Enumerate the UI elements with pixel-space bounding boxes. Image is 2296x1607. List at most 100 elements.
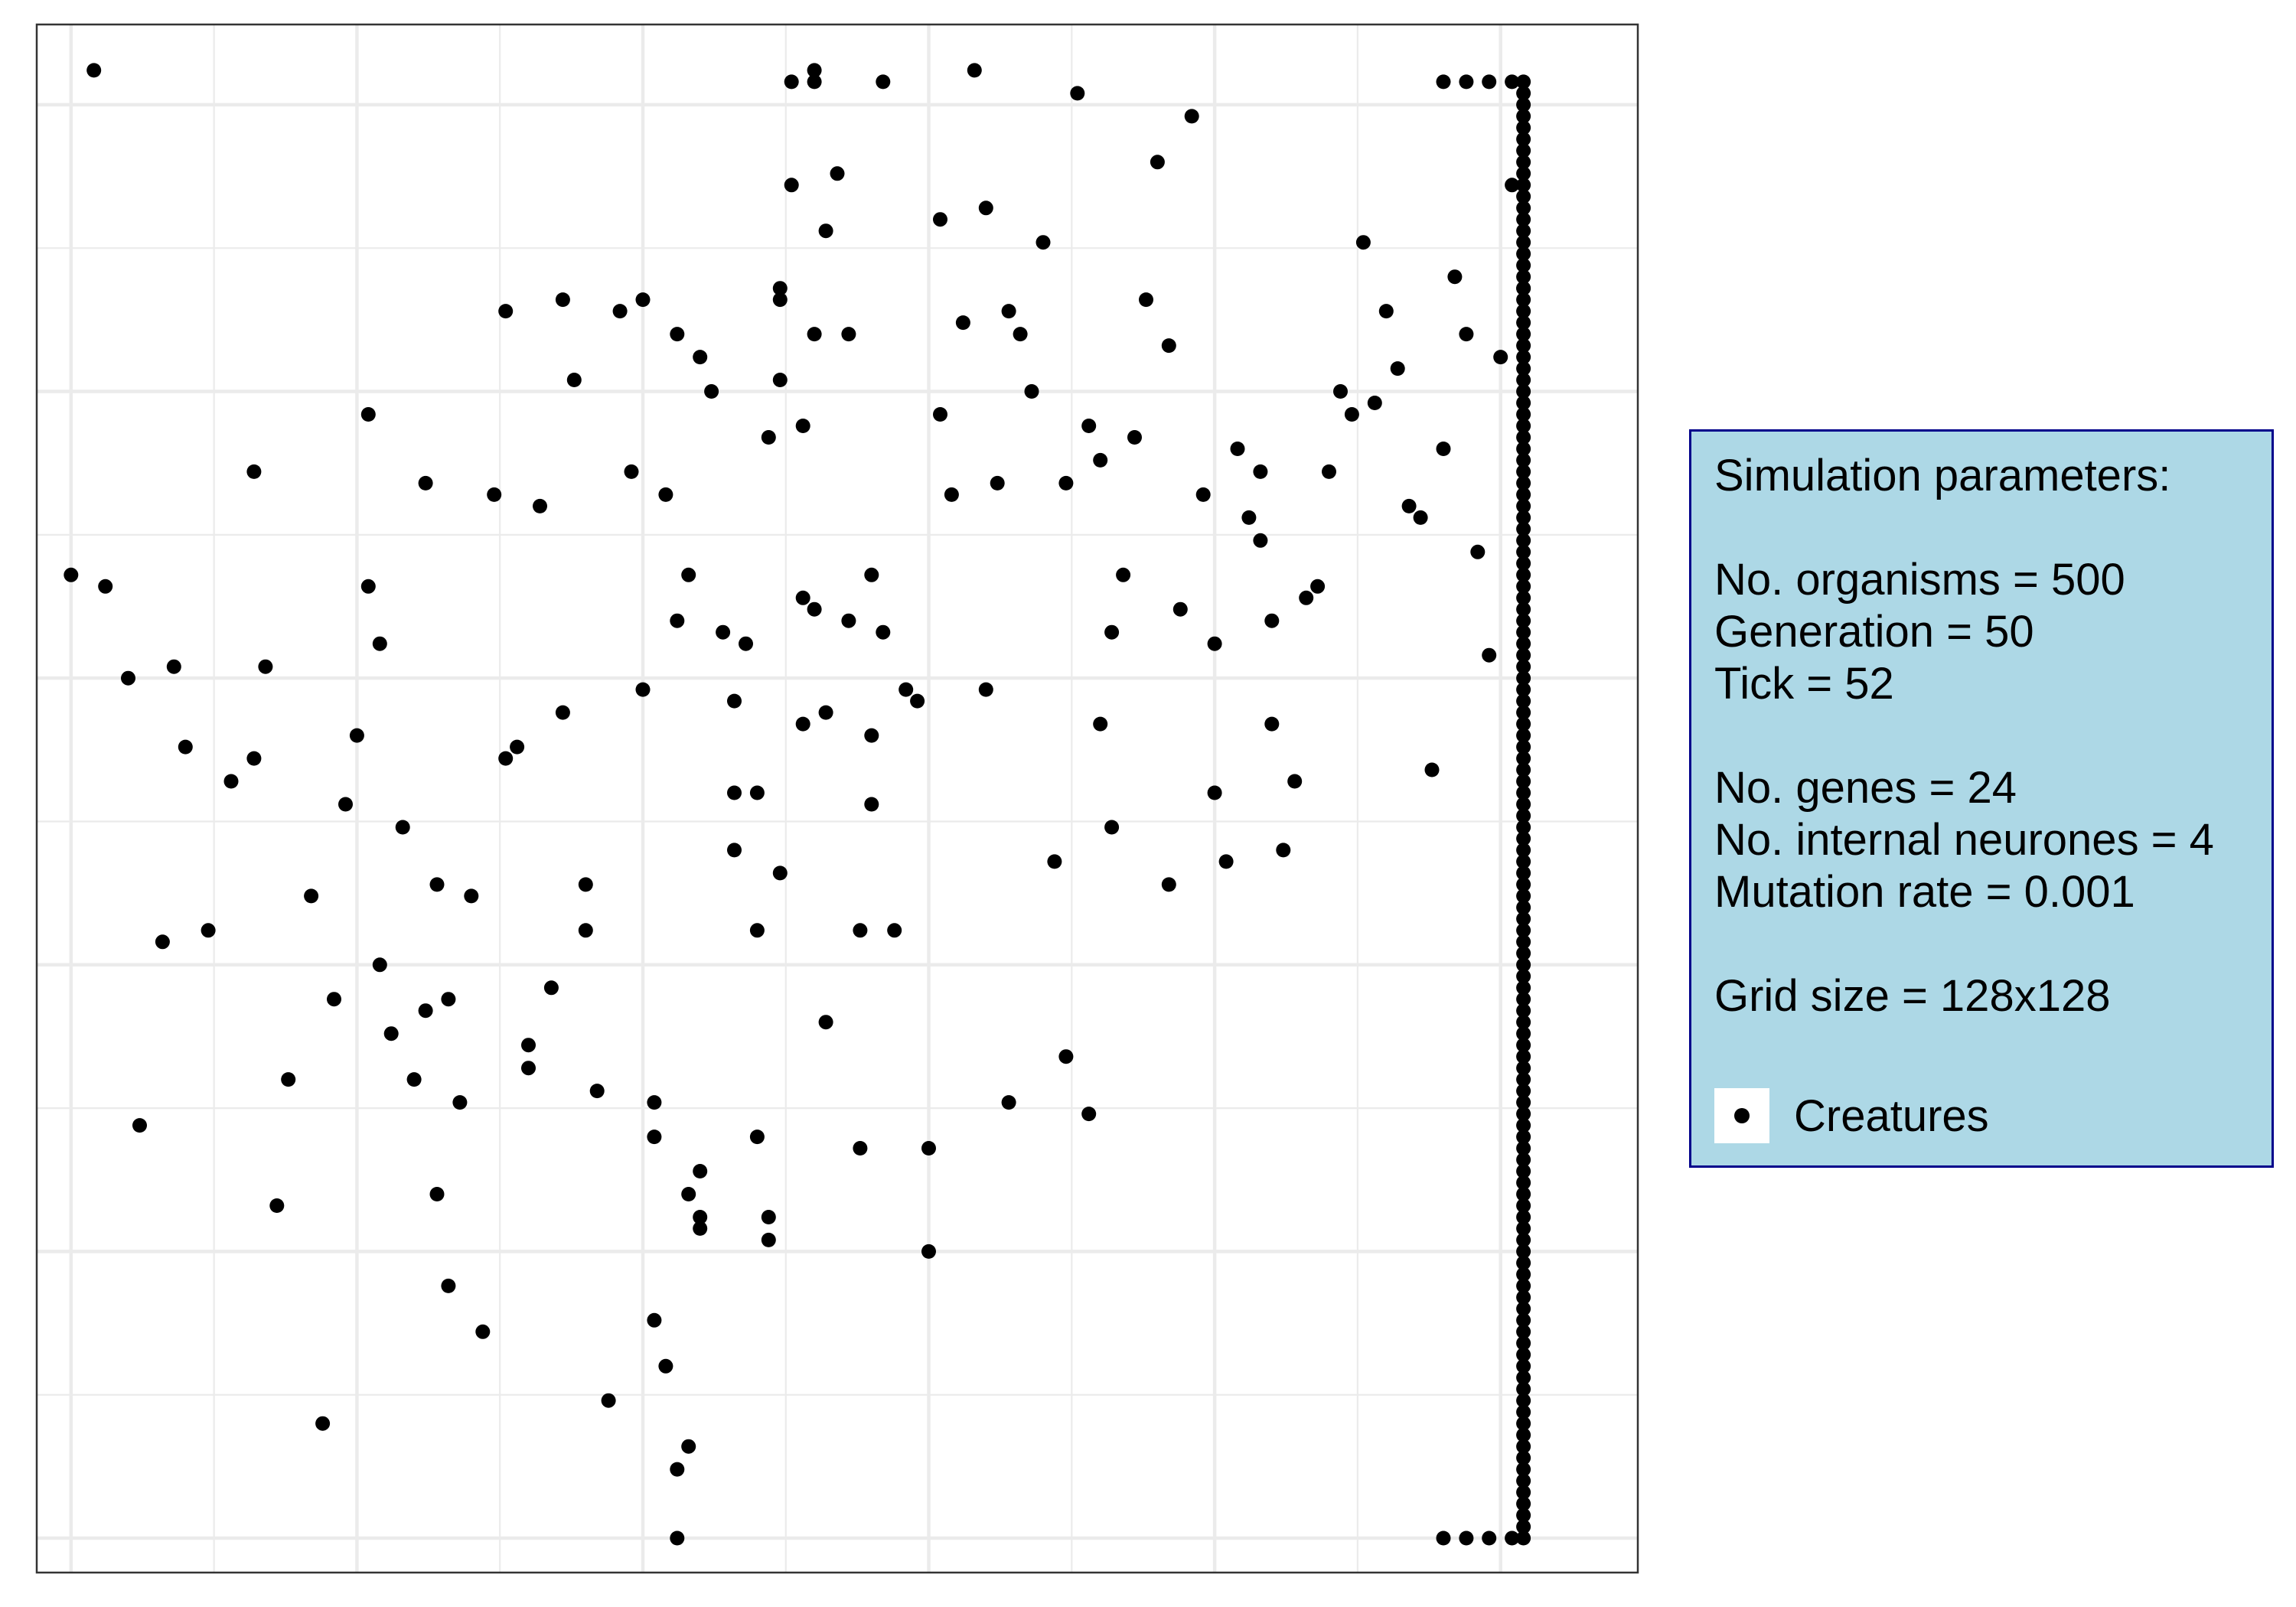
creature-point [1516,888,1531,904]
creature-point [1516,682,1531,697]
creature-point [1482,647,1497,663]
creature-point [1516,86,1531,101]
creature-point [921,1244,936,1259]
creature-point [1516,693,1531,709]
creature-point [693,1221,708,1236]
creature-point [944,487,959,502]
creature-point [1516,877,1531,892]
creature-point [1516,1026,1531,1041]
creature-point [1516,1255,1531,1270]
creature-point [166,659,181,674]
creature-point [360,407,376,422]
creature-point [818,1015,833,1030]
creature-point [1516,843,1531,858]
creature-point [841,613,856,628]
creature-point [487,487,502,502]
creature-point [1516,166,1531,181]
creature-point [1436,74,1451,90]
creature-point [372,957,387,973]
creature-point [1184,109,1199,124]
creature-point [269,1198,285,1213]
creature-point [1081,419,1097,433]
creature-point [841,327,856,342]
creature-point [1459,327,1474,342]
creature-point [899,682,914,697]
creature-point [1516,544,1531,559]
creature-point [1516,452,1531,468]
creature-point [1378,304,1394,319]
creature-point [521,1061,536,1076]
creature-point [1482,74,1497,90]
creature-point [1516,716,1531,732]
creature-point [1516,396,1531,410]
creature-point [1459,1530,1474,1546]
creature-point [555,705,570,720]
creature-point [132,1118,147,1133]
creature-point [1139,292,1153,308]
creature-point [452,1095,468,1110]
creature-point [406,1072,422,1087]
creature-point [441,992,456,1007]
creature-point [441,1278,456,1293]
creature-point [681,1439,696,1454]
creature-point [1322,464,1336,479]
creature-point [349,728,364,743]
creature-point [1516,407,1531,422]
creature-point [830,166,845,181]
creature-point [1505,1530,1520,1546]
creature-point [1150,155,1165,170]
creature-point [1081,1107,1097,1122]
creature-point [1516,1038,1531,1053]
creature-point [1516,200,1531,216]
creature-point [853,1141,868,1156]
creature-point [704,384,719,399]
creature-point [521,1038,536,1053]
creature-point [1516,659,1531,674]
creature-point [1264,613,1280,628]
creature-point [818,223,833,239]
creature-point [1516,143,1531,158]
creature-point [1516,292,1531,308]
creature-point [761,1232,776,1247]
creature-point [1207,785,1222,800]
creature-point [1516,281,1531,296]
creature-point [178,739,193,755]
creature-point [1116,567,1131,582]
creature-point [1344,407,1359,422]
creature-point [795,716,810,732]
creature-point [978,682,993,697]
creature-point [1401,498,1417,513]
creature-point [1516,132,1531,147]
creature-point [1516,946,1531,961]
creature-point [1172,601,1188,617]
creature-point [1516,1175,1531,1190]
creature-point [1516,1450,1531,1465]
generation-value: Generation = 50 [1714,607,2034,657]
creature-point [464,888,479,904]
creature-point [933,212,947,227]
creature-point [1516,1508,1531,1523]
creature-point [990,475,1005,491]
creature-point [1516,774,1531,789]
creature-point [1516,361,1531,376]
creature-point [1310,579,1326,594]
creature-point [772,373,788,387]
creature-point [853,923,868,938]
creature-point [1516,808,1531,823]
creature-point [1230,442,1245,456]
creature-point [1195,487,1211,502]
creature-point [772,292,788,308]
creature-point [1516,1232,1531,1247]
creature-point [1505,74,1520,90]
creature-point [1516,556,1531,571]
creature-point [1516,831,1531,846]
creature-point [1516,1198,1531,1213]
creature-point [510,739,525,755]
creature-point [1516,1289,1531,1305]
creature-point [1505,178,1520,193]
creature-point [1516,1301,1531,1316]
creature-point [1058,1049,1074,1064]
creature-point [1516,579,1531,594]
creature-point [258,659,273,674]
creature-point [1516,1244,1531,1259]
